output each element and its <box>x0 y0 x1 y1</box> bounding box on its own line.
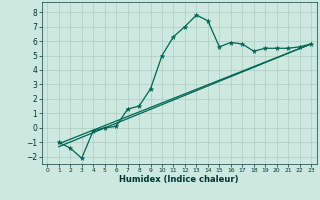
X-axis label: Humidex (Indice chaleur): Humidex (Indice chaleur) <box>119 175 239 184</box>
